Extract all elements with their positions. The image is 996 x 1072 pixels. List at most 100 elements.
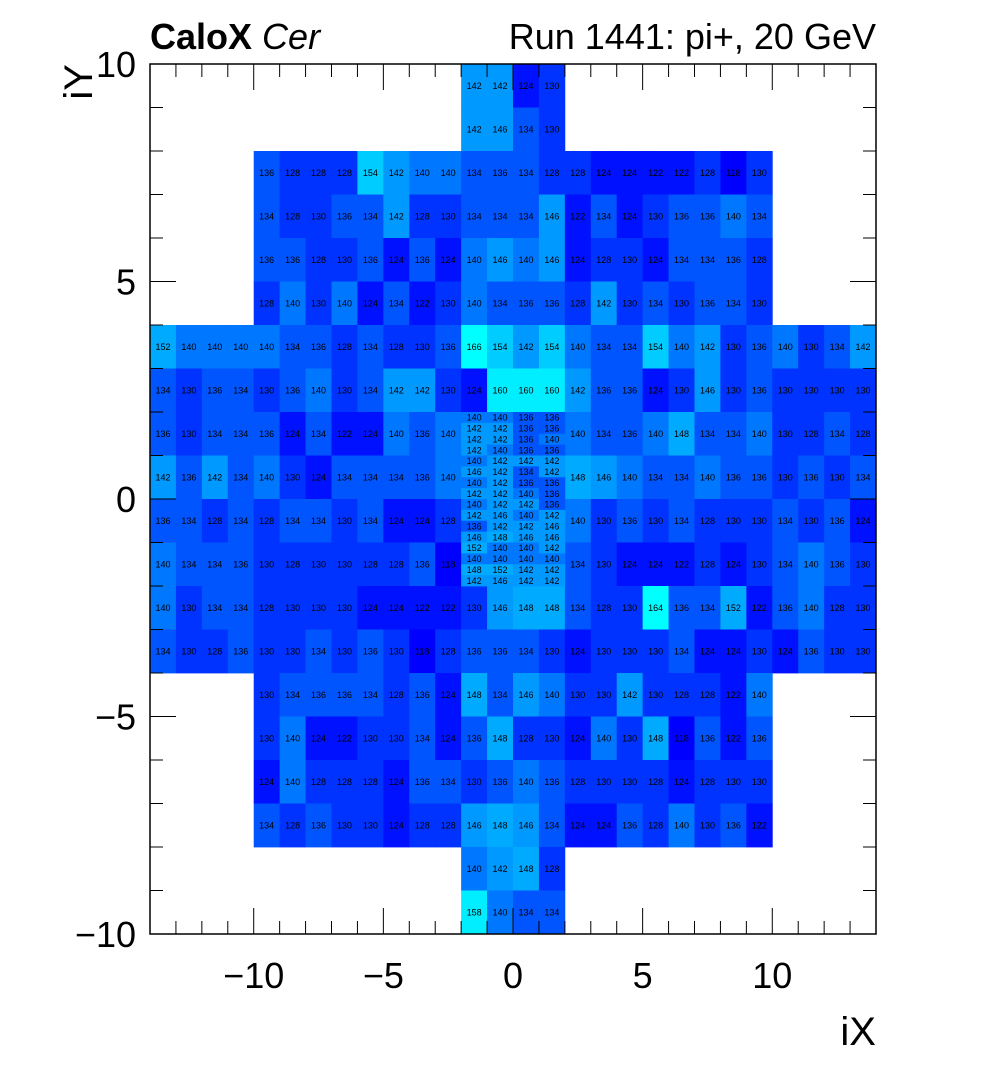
cell-value-label: 136	[752, 342, 767, 352]
heatmap-cell	[590, 151, 618, 195]
cell-value-label: 136	[622, 429, 637, 439]
heatmap-cell	[331, 542, 358, 587]
chart-title: CaloX Cer	[150, 16, 320, 58]
cell-value-label: 136	[726, 820, 741, 830]
cell-value-label: 140	[674, 820, 689, 830]
cell-value-label: 128	[544, 864, 559, 874]
cell-value-label: 142	[518, 342, 533, 352]
cell-value-label: 160	[518, 385, 533, 395]
cell-value-label: 134	[856, 472, 871, 482]
cell-value-label: 136	[415, 559, 430, 569]
heatmap-cell	[616, 760, 644, 804]
cell-value-label: 136	[233, 559, 248, 569]
heatmap-fine-cell	[538, 553, 566, 565]
cell-value-label: 130	[648, 690, 663, 700]
heatmap-cell	[746, 760, 773, 804]
cell-value-label: 136	[337, 690, 352, 700]
heatmap-cell	[331, 716, 358, 761]
cell-value-label: 136	[259, 429, 274, 439]
heatmap-cell	[487, 629, 514, 674]
heatmap-cell	[798, 325, 825, 369]
heatmap-fine-cell	[513, 553, 540, 565]
heatmap-fine-cell	[538, 412, 566, 424]
cell-value-label: 134	[830, 342, 845, 352]
cell-value-label: 130	[337, 603, 352, 613]
heatmap-cell	[513, 368, 540, 413]
heatmap-cell	[331, 368, 358, 413]
heatmap-cell	[642, 586, 669, 630]
heatmap-cell	[435, 716, 462, 761]
heatmap-cell	[824, 629, 851, 674]
cell-value-label: 140	[804, 603, 819, 613]
cell-value-label: 142	[493, 424, 508, 434]
cell-value-label: 124	[622, 559, 637, 569]
cell-value-label: 140	[544, 554, 559, 564]
cell-value-label: 134	[181, 516, 196, 526]
cell-value-label: 142	[389, 211, 404, 221]
cell-value-label: 140	[181, 342, 196, 352]
cell-value-label: 140	[544, 434, 559, 444]
cell-value-label: 128	[648, 820, 663, 830]
heatmap-cell	[253, 368, 281, 413]
cell-value-label: 130	[337, 646, 352, 656]
cell-value-label: 134	[389, 298, 404, 308]
cell-value-label: 142	[415, 385, 430, 395]
cell-value-label: 136	[337, 211, 352, 221]
cell-value-label: 136	[778, 603, 793, 613]
heatmap-cell	[694, 760, 721, 804]
cell-value-label: 130	[726, 516, 741, 526]
heatmap-cell	[279, 499, 306, 543]
cell-value-label: 134	[544, 820, 559, 830]
cell-value-label: 130	[259, 733, 274, 743]
heatmap-cell	[331, 629, 358, 674]
cell-value-label: 136	[518, 434, 533, 444]
cell-value-label: 140	[441, 472, 456, 482]
heatmap-cell	[513, 107, 540, 152]
cell-value-label: 140	[804, 559, 819, 569]
cell-value-label: 154	[544, 342, 559, 352]
heatmap-cell	[279, 151, 306, 195]
heatmap-cell	[227, 368, 255, 413]
heatmap-cell	[564, 673, 592, 717]
cell-value-label: 134	[700, 603, 715, 613]
heatmap-cell	[227, 629, 255, 674]
heatmap-cell	[772, 629, 799, 674]
heatmap-cell	[798, 629, 825, 674]
cell-value-label: 136	[700, 298, 715, 308]
heatmap-fine-cell	[461, 564, 488, 576]
cell-value-label: 136	[363, 646, 378, 656]
cell-value-label: 136	[544, 489, 559, 499]
cell-value-label: 134	[778, 559, 793, 569]
cell-value-label: 142	[389, 168, 404, 178]
cell-value-label: 124	[726, 559, 741, 569]
heatmap-cell	[720, 151, 747, 195]
heatmap-cell	[668, 629, 695, 674]
cell-value-label: 136	[622, 516, 637, 526]
cell-value-label: 140	[518, 489, 533, 499]
heatmap-cell	[642, 760, 669, 804]
cell-value-label: 136	[752, 472, 767, 482]
heatmap-cell	[461, 281, 488, 326]
cell-value-label: 124	[648, 255, 663, 265]
heatmap-cell	[227, 586, 255, 630]
x-tick-label: 0	[503, 955, 523, 996]
heatmap-cell	[383, 673, 410, 717]
heatmap-cell	[538, 803, 566, 848]
cell-value-label: 122	[674, 559, 689, 569]
cell-value-label: 140	[622, 472, 637, 482]
cell-value-label: 128	[856, 429, 871, 439]
cell-value-label: 124	[570, 733, 585, 743]
cell-value-label: 134	[467, 211, 482, 221]
cell-value-label: 128	[415, 211, 430, 221]
cell-value-label: 140	[259, 472, 274, 482]
heatmap-fine-cell	[538, 520, 566, 533]
heatmap-cell	[279, 281, 306, 326]
heatmap-cell	[616, 412, 644, 456]
heatmap-cell	[694, 455, 721, 500]
cell-value-label: 130	[337, 516, 352, 526]
cell-value-label: 134	[207, 429, 222, 439]
cell-value-label: 130	[804, 385, 819, 395]
cell-value-label: 154	[648, 342, 663, 352]
cell-value-label: 128	[544, 168, 559, 178]
cell-value-label: 148	[493, 733, 508, 743]
